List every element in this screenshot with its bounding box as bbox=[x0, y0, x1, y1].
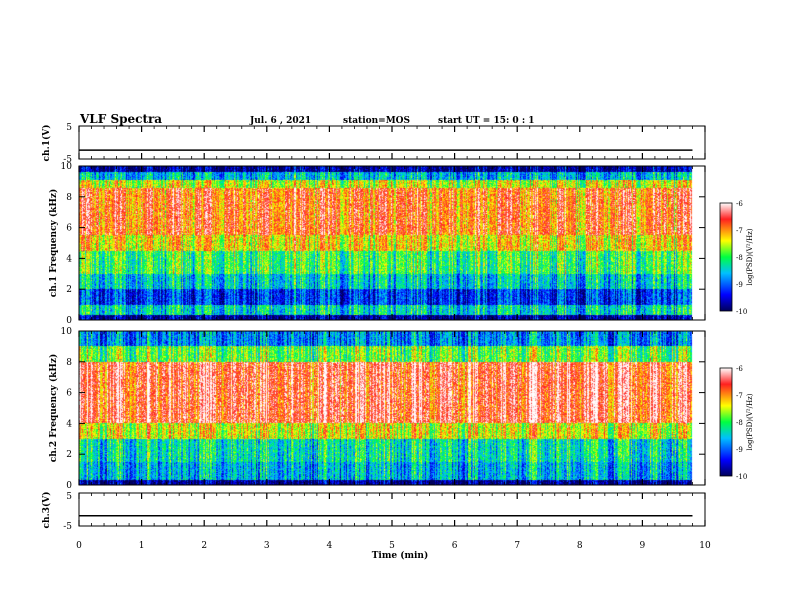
ch1-voltage-tick-bottom: -5 bbox=[63, 155, 72, 165]
frequency-tick-label: 0 bbox=[66, 316, 72, 326]
colorbar-tick-label: -10 bbox=[736, 308, 747, 316]
start-ut-label: start UT = 15: 0 : 1 bbox=[438, 116, 535, 126]
ch1-colorbar-label: log(PSD)(V²/Hz) bbox=[746, 228, 754, 285]
ch2-spectrogram-image-holder bbox=[79, 331, 705, 485]
time-axis-label: Time (min) bbox=[372, 550, 429, 561]
ch1-voltage-ticks bbox=[78, 126, 706, 159]
colorbar-tick-label: -9 bbox=[736, 446, 743, 454]
frequency-tick-label: 2 bbox=[66, 450, 72, 460]
frequency-tick-label: 8 bbox=[66, 358, 72, 368]
ch2-spectrogram-ticks bbox=[78, 330, 706, 486]
time-tick-label: 4 bbox=[327, 541, 333, 551]
frequency-tick-label: 0 bbox=[66, 481, 72, 491]
colorbar-tick-label: -10 bbox=[736, 473, 747, 481]
ch2-spectrogram-panel: 0 2 4 6 8 10 ch.2 Frequency (kHz) bbox=[48, 327, 706, 491]
colorbar-tick-label: -6 bbox=[736, 365, 743, 373]
frequency-tick-label: 4 bbox=[66, 419, 72, 429]
station-label: station=MOS bbox=[343, 116, 410, 126]
ch1-voltage-ylabel: ch.1(V) bbox=[41, 125, 52, 162]
frequency-tick-label: 4 bbox=[66, 254, 72, 264]
frequency-tick-label: 6 bbox=[66, 389, 72, 399]
ch1-spectrogram-image-holder bbox=[79, 166, 705, 320]
time-tick-label: 6 bbox=[452, 541, 458, 551]
ch1-frequency-tick-labels: 0 2 4 6 8 10 bbox=[61, 162, 73, 326]
ch2-frequency-ylabel: ch.2 Frequency (kHz) bbox=[48, 354, 59, 463]
time-tick-label: 3 bbox=[264, 541, 270, 551]
colorbar-tick-label: -9 bbox=[736, 281, 743, 289]
ch1-spectrogram-ticks bbox=[78, 165, 706, 321]
ch1-voltage-tick-top: 5 bbox=[66, 123, 72, 133]
time-tick-labels: 0 1 2 3 4 5 6 7 8 9 10 bbox=[76, 541, 711, 551]
ch1-colorbar-gradient bbox=[719, 202, 733, 312]
date-label: Jul. 6 , 2021 bbox=[249, 116, 311, 126]
figure-title: VLF Spectra bbox=[79, 112, 162, 126]
time-tick-label: 1 bbox=[139, 541, 145, 551]
time-tick-label: 0 bbox=[76, 541, 82, 551]
colorbar-tick-label: -7 bbox=[736, 392, 743, 400]
ch2-frequency-tick-labels: 0 2 4 6 8 10 bbox=[61, 327, 73, 491]
colorbar-tick-label: -7 bbox=[736, 227, 743, 235]
ch2-colorbar-tick-labels: -6 -7 -8 -9 -10 bbox=[736, 365, 747, 481]
ch3-voltage-ylabel: ch.3(V) bbox=[41, 492, 52, 529]
ch1-colorbar: -6 -7 -8 -9 -10 log(PSD)(V²/Hz) bbox=[719, 200, 754, 316]
colorbar-tick-label: -8 bbox=[736, 254, 743, 262]
frequency-tick-label: 10 bbox=[61, 162, 73, 172]
ch1-colorbar-tick-labels: -6 -7 -8 -9 -10 bbox=[736, 200, 747, 316]
time-tick-label: 9 bbox=[640, 541, 646, 551]
ch2-colorbar-gradient bbox=[719, 367, 733, 477]
ch1-voltage-panel: 5 -5 ch.1(V) bbox=[41, 123, 706, 165]
ch3-voltage-tick-top: 5 bbox=[66, 492, 72, 502]
ch2-colorbar-label: log(PSD)(V²/Hz) bbox=[746, 393, 754, 450]
frequency-tick-label: 8 bbox=[66, 193, 72, 203]
frequency-tick-label: 10 bbox=[61, 327, 73, 337]
ch2-spectrogram-image bbox=[79, 331, 705, 485]
ch3-voltage-tick-bottom: -5 bbox=[63, 522, 72, 532]
ch1-spectrogram-image bbox=[79, 166, 705, 320]
ch1-frequency-ylabel: ch.1 Frequency (kHz) bbox=[48, 189, 59, 298]
ch1-spectrogram-panel: 0 2 4 6 8 10 ch.1 Frequency (kHz) bbox=[48, 162, 706, 326]
ch3-voltage-panel: 5 -5 ch.3(V) bbox=[41, 492, 706, 532]
colorbar-tick-label: -6 bbox=[736, 200, 743, 208]
time-tick-label: 10 bbox=[699, 541, 711, 551]
ch3-voltage-ticks bbox=[78, 493, 706, 526]
frequency-tick-label: 6 bbox=[66, 224, 72, 234]
colorbar-tick-label: -8 bbox=[736, 419, 743, 427]
ch2-colorbar: -6 -7 -8 -9 -10 log(PSD)(V²/Hz) bbox=[719, 365, 754, 481]
time-tick-label: 5 bbox=[389, 541, 395, 551]
time-tick-label: 8 bbox=[577, 541, 583, 551]
time-tick-label: 7 bbox=[514, 541, 520, 551]
frequency-tick-label: 2 bbox=[66, 285, 72, 295]
time-tick-label: 2 bbox=[201, 541, 207, 551]
